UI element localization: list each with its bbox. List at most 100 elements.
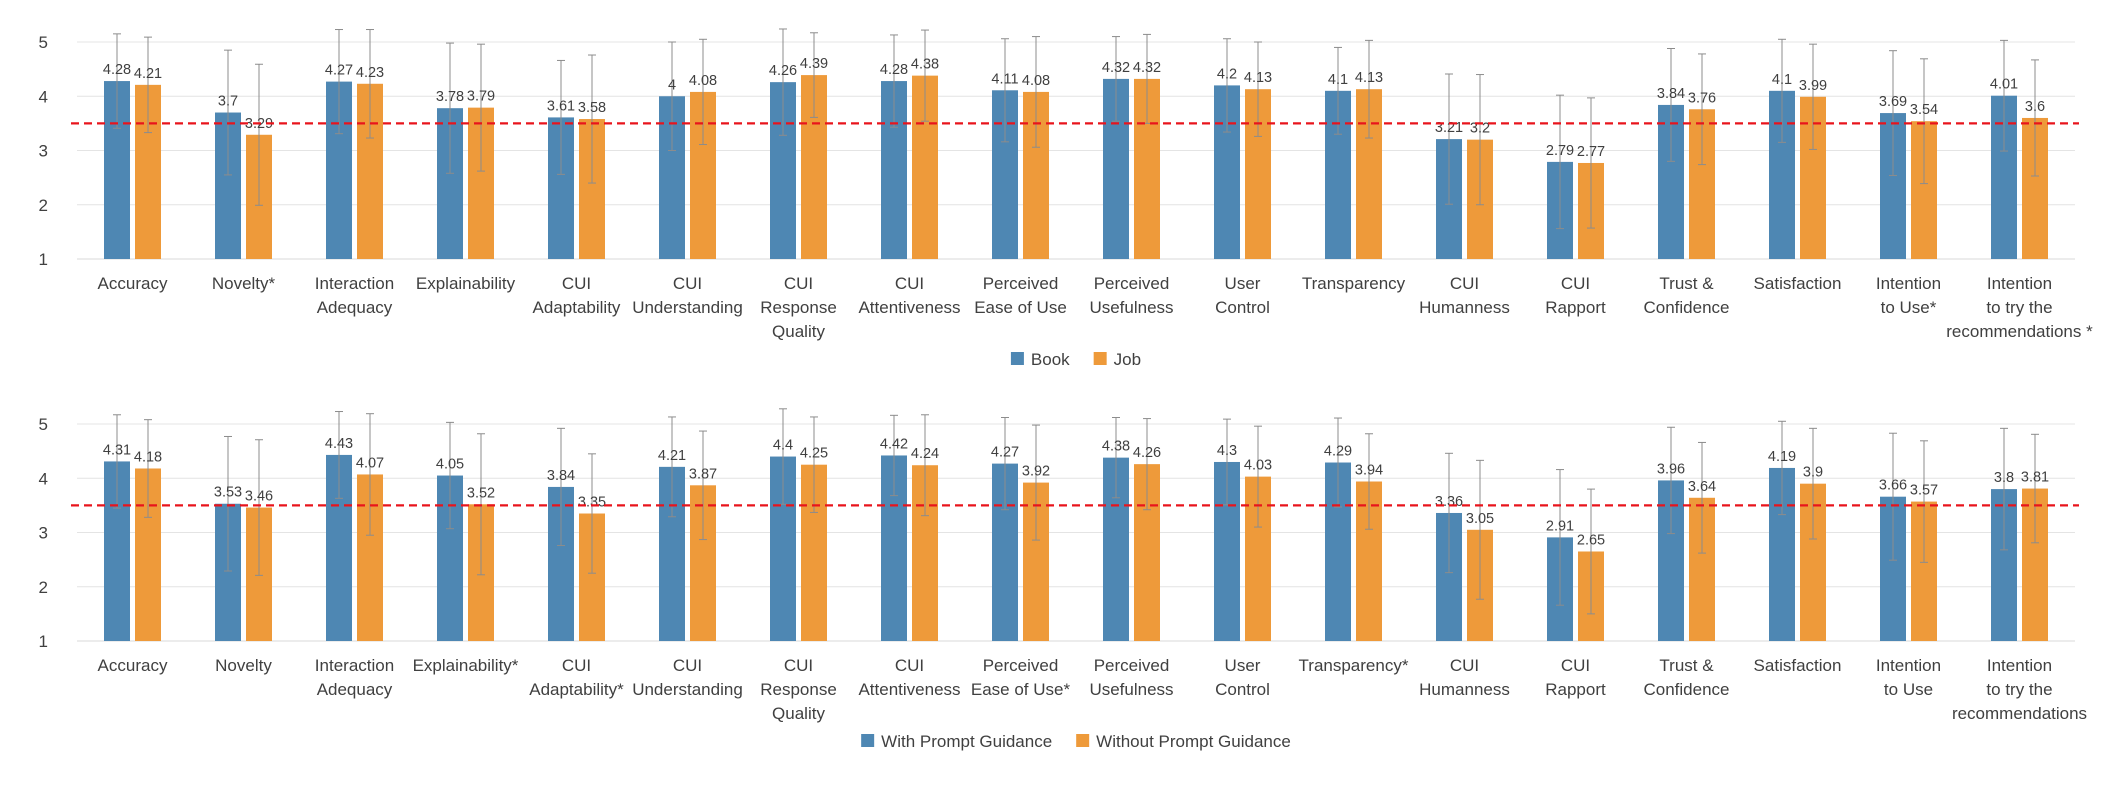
data-label: 4.08	[689, 73, 717, 89]
category-label: Trust & Confidence	[1643, 656, 1729, 699]
data-label: 3.87	[689, 466, 717, 482]
category-label: Intention to Use	[1876, 656, 1941, 699]
data-label: 4.39	[800, 56, 828, 72]
legend: With Prompt Guidance Without Prompt Guida…	[861, 732, 1291, 751]
data-label: 3.96	[1657, 461, 1685, 477]
data-label: 3.2	[1470, 121, 1490, 137]
data-label: 3.61	[547, 98, 575, 114]
data-label: 3.84	[547, 468, 575, 484]
category-label: CUI Attentiveness	[858, 656, 960, 699]
category-label: CUI Attentiveness	[858, 274, 960, 317]
y-tick-label: 5	[39, 415, 48, 434]
legend-swatch	[861, 734, 875, 747]
y-tick-label: 3	[39, 142, 48, 161]
data-label: 4.1	[1772, 72, 1792, 88]
legend-label: Job	[1114, 350, 1141, 369]
legend-swatch	[1076, 734, 1090, 747]
data-label: 2.79	[1546, 143, 1574, 159]
data-label: 4.43	[325, 436, 353, 452]
data-label: 3.76	[1688, 90, 1716, 106]
data-label: 4.3	[1217, 443, 1237, 459]
category-label: CUI Rapport	[1545, 656, 1606, 699]
data-label: 3.52	[467, 485, 495, 501]
data-label: 3.8	[1994, 470, 2014, 486]
data-label: 3.69	[1879, 94, 1907, 110]
category-label: CUI Rapport	[1545, 274, 1606, 317]
data-label: 3.78	[436, 89, 464, 105]
data-label: 4.26	[769, 63, 797, 79]
data-label: 3.79	[467, 89, 495, 105]
data-label: 4.27	[991, 445, 1019, 461]
category-label: Accuracy	[98, 656, 168, 675]
y-tick-label: 4	[39, 87, 48, 106]
category-label: User Control	[1215, 656, 1270, 699]
data-label: 4.08	[1022, 73, 1050, 89]
data-label: 4	[668, 77, 676, 93]
category-label: Accuracy	[98, 274, 168, 293]
data-label: 3.05	[1466, 511, 1494, 527]
data-label: 4.27	[325, 63, 353, 79]
category-label: CUI Humanness	[1419, 656, 1510, 699]
data-label: 4.38	[1102, 439, 1130, 455]
category-label: CUI Response Quality	[760, 656, 837, 723]
category-label: CUI Understanding	[632, 274, 743, 317]
data-label: 4.26	[1133, 445, 1161, 461]
category-label: Satisfaction	[1754, 656, 1842, 675]
data-label: 4.05	[436, 457, 464, 473]
category-label: Intention to try the recommendations	[1952, 656, 2087, 723]
category-label: CUI Humanness	[1419, 274, 1510, 317]
category-label: Explainability	[416, 274, 516, 293]
data-label: 4.29	[1324, 444, 1352, 460]
category-label: CUI Adaptability*	[529, 656, 624, 699]
data-label: 4.01	[1990, 77, 2018, 93]
y-tick-label: 5	[39, 33, 48, 52]
data-label: 2.91	[1546, 518, 1574, 534]
category-label: Perceived Ease of Use*	[971, 656, 1071, 699]
legend-label: Book	[1031, 350, 1070, 369]
y-tick-label: 2	[39, 578, 48, 597]
data-label: 4.1	[1328, 72, 1348, 88]
data-label: 3.46	[245, 489, 273, 505]
category-label: Intention to Use*	[1876, 274, 1941, 317]
category-label: Intention to try the recommendations *	[1946, 274, 2093, 341]
data-label: 3.64	[1688, 479, 1716, 495]
legend-swatch	[1010, 352, 1024, 365]
category-label: Trust & Confidence	[1643, 274, 1729, 317]
data-label: 4.38	[911, 57, 939, 73]
legend-label: With Prompt Guidance	[881, 732, 1052, 751]
data-label: 4.42	[880, 436, 908, 452]
data-label: 4.28	[103, 62, 131, 78]
category-label: CUI Adaptability	[533, 274, 621, 317]
category-label: Novelty*	[212, 274, 276, 293]
data-label: 4.2	[1217, 66, 1237, 82]
category-label: Interaction Adequacy	[315, 274, 394, 317]
data-label: 3.94	[1355, 463, 1383, 479]
y-tick-label: 4	[39, 469, 48, 488]
category-label: Perceived Ease of Use	[974, 274, 1067, 317]
legend: Book Job	[1010, 350, 1141, 369]
data-label: 2.65	[1577, 532, 1605, 548]
category-label: Interaction Adequacy	[315, 656, 394, 699]
category-label: Transparency	[1302, 274, 1406, 293]
data-label: 4.24	[911, 446, 939, 462]
data-label: 3.36	[1435, 494, 1463, 510]
category-label: Perceived Usefulness	[1089, 656, 1173, 699]
y-tick-label: 1	[39, 250, 48, 269]
data-label: 4.21	[134, 66, 162, 82]
data-label: 3.35	[578, 495, 606, 511]
y-tick-label: 2	[39, 196, 48, 215]
y-tick-label: 3	[39, 524, 48, 543]
data-label: 3.84	[1657, 86, 1685, 102]
category-label: User Control	[1215, 274, 1270, 317]
data-label: 4.19	[1768, 449, 1796, 465]
data-label: 4.32	[1133, 60, 1161, 76]
data-label: 4.03	[1244, 458, 1272, 474]
data-label: 4.32	[1102, 60, 1130, 76]
category-label: CUI Response Quality	[760, 274, 837, 341]
data-label: 3.6	[2025, 99, 2045, 115]
data-label: 4.4	[773, 438, 793, 454]
data-label: 3.53	[214, 485, 242, 501]
